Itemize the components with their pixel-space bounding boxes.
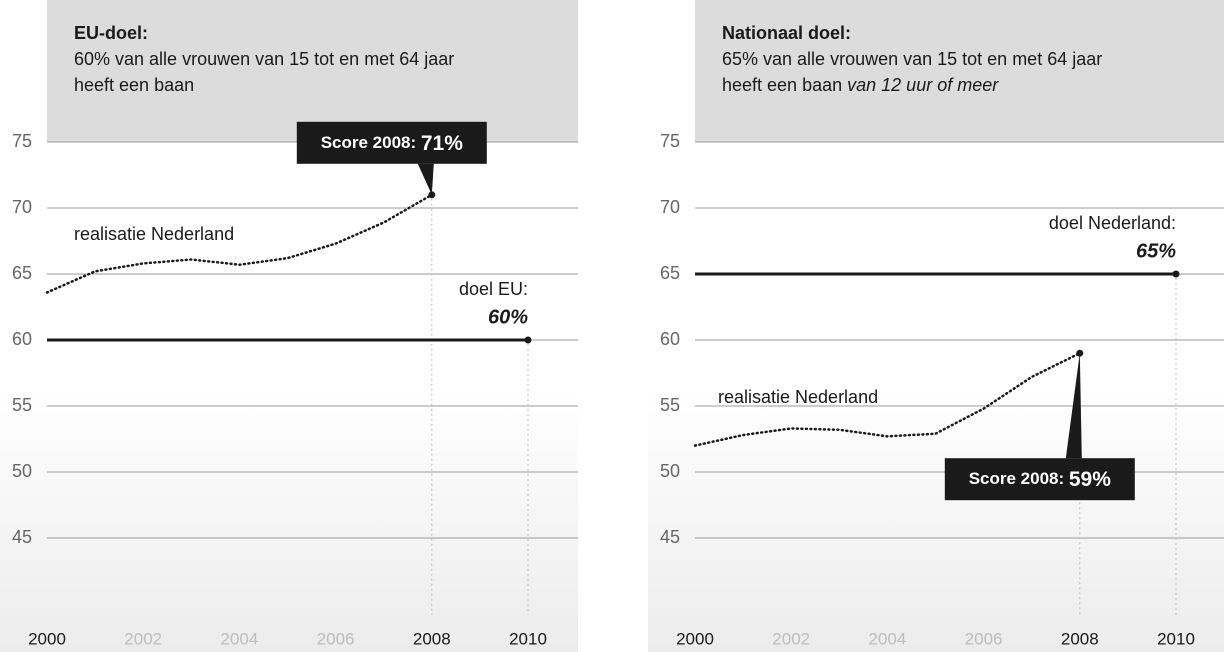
callout-pointer: [417, 163, 434, 195]
header-box: [695, 0, 1224, 142]
value-label: 60%: [488, 306, 528, 328]
y-tick-label: 70: [660, 197, 680, 217]
y-tick-label: 45: [660, 527, 680, 547]
x-tick-label: 2006: [317, 629, 355, 648]
x-tick-label: 2004: [220, 629, 258, 648]
value-label: 65%: [1136, 240, 1176, 262]
callout-text: Score 2008: 71%: [321, 131, 464, 154]
x-tick-label: 2002: [124, 629, 162, 648]
series-label: realisatie Nederland: [718, 387, 878, 407]
callout-pointer: [1065, 353, 1082, 459]
x-tick-label: 2010: [509, 629, 547, 648]
subtitle-text: 65% van alle vrouwen van 15 tot en met 6…: [722, 49, 1102, 69]
x-tick-label: 2000: [676, 629, 714, 648]
callout-value: 71%: [421, 131, 463, 154]
y-tick-label: 65: [660, 263, 680, 283]
x-tick-label: 2008: [413, 629, 451, 648]
series-line: [45, 193, 434, 294]
subtitle-italic: van 12 uur of meer: [847, 75, 999, 95]
x-tick-label: 2010: [1157, 629, 1195, 648]
header-box: [47, 0, 578, 142]
y-tick-label: 55: [660, 395, 680, 415]
x-tick-label: 2002: [772, 629, 810, 648]
y-tick-label: 65: [12, 263, 32, 283]
callout-box: [944, 458, 1135, 501]
y-tick-label: 45: [12, 527, 32, 547]
callout-annotation: Score 2008:: [321, 133, 416, 152]
subtitle-text: heeft een baan: [74, 75, 194, 95]
y-tick-label: 50: [12, 461, 32, 481]
panel-subtitle: heeft een baan van 12 uur of meer: [722, 75, 999, 95]
panel-subtitle: 60% van alle vrouwen van 15 tot en met 6…: [74, 49, 454, 69]
series-label: doel EU:: [459, 279, 528, 299]
x-tick-label: 2006: [965, 629, 1003, 648]
panel-title: EU-doel:: [74, 23, 148, 43]
y-tick-label: 70: [12, 197, 32, 217]
end-point: [1172, 270, 1180, 278]
end-point: [524, 336, 532, 344]
callout-text: Score 2008: 59%: [969, 468, 1112, 491]
panel-title: Nationaal doel:: [722, 23, 851, 43]
series-label: realisatie Nederland: [74, 224, 234, 244]
x-tick-label: 2008: [1061, 629, 1099, 648]
y-tick-label: 55: [12, 395, 32, 415]
y-tick-label: 75: [12, 131, 32, 151]
panel-subtitle: 65% van alle vrouwen van 15 tot en met 6…: [722, 49, 1102, 69]
series-label: doel Nederland:: [1049, 213, 1176, 233]
callout-box: [296, 121, 487, 164]
y-tick-label: 60: [660, 329, 680, 349]
subtitle-text: heeft een baan: [722, 75, 842, 95]
subtitle-text: 60% van alle vrouwen van 15 tot en met 6…: [74, 49, 454, 69]
panel-subtitle: heeft een baan: [74, 75, 194, 95]
y-tick-label: 75: [660, 131, 680, 151]
callout-annotation: Score 2008:: [969, 470, 1064, 489]
x-tick-label: 2000: [28, 629, 66, 648]
y-tick-label: 50: [660, 461, 680, 481]
series-line: [693, 351, 1082, 447]
y-tick-label: 60: [12, 329, 32, 349]
x-tick-label: 2004: [868, 629, 906, 648]
callout-value: 59%: [1069, 468, 1111, 491]
